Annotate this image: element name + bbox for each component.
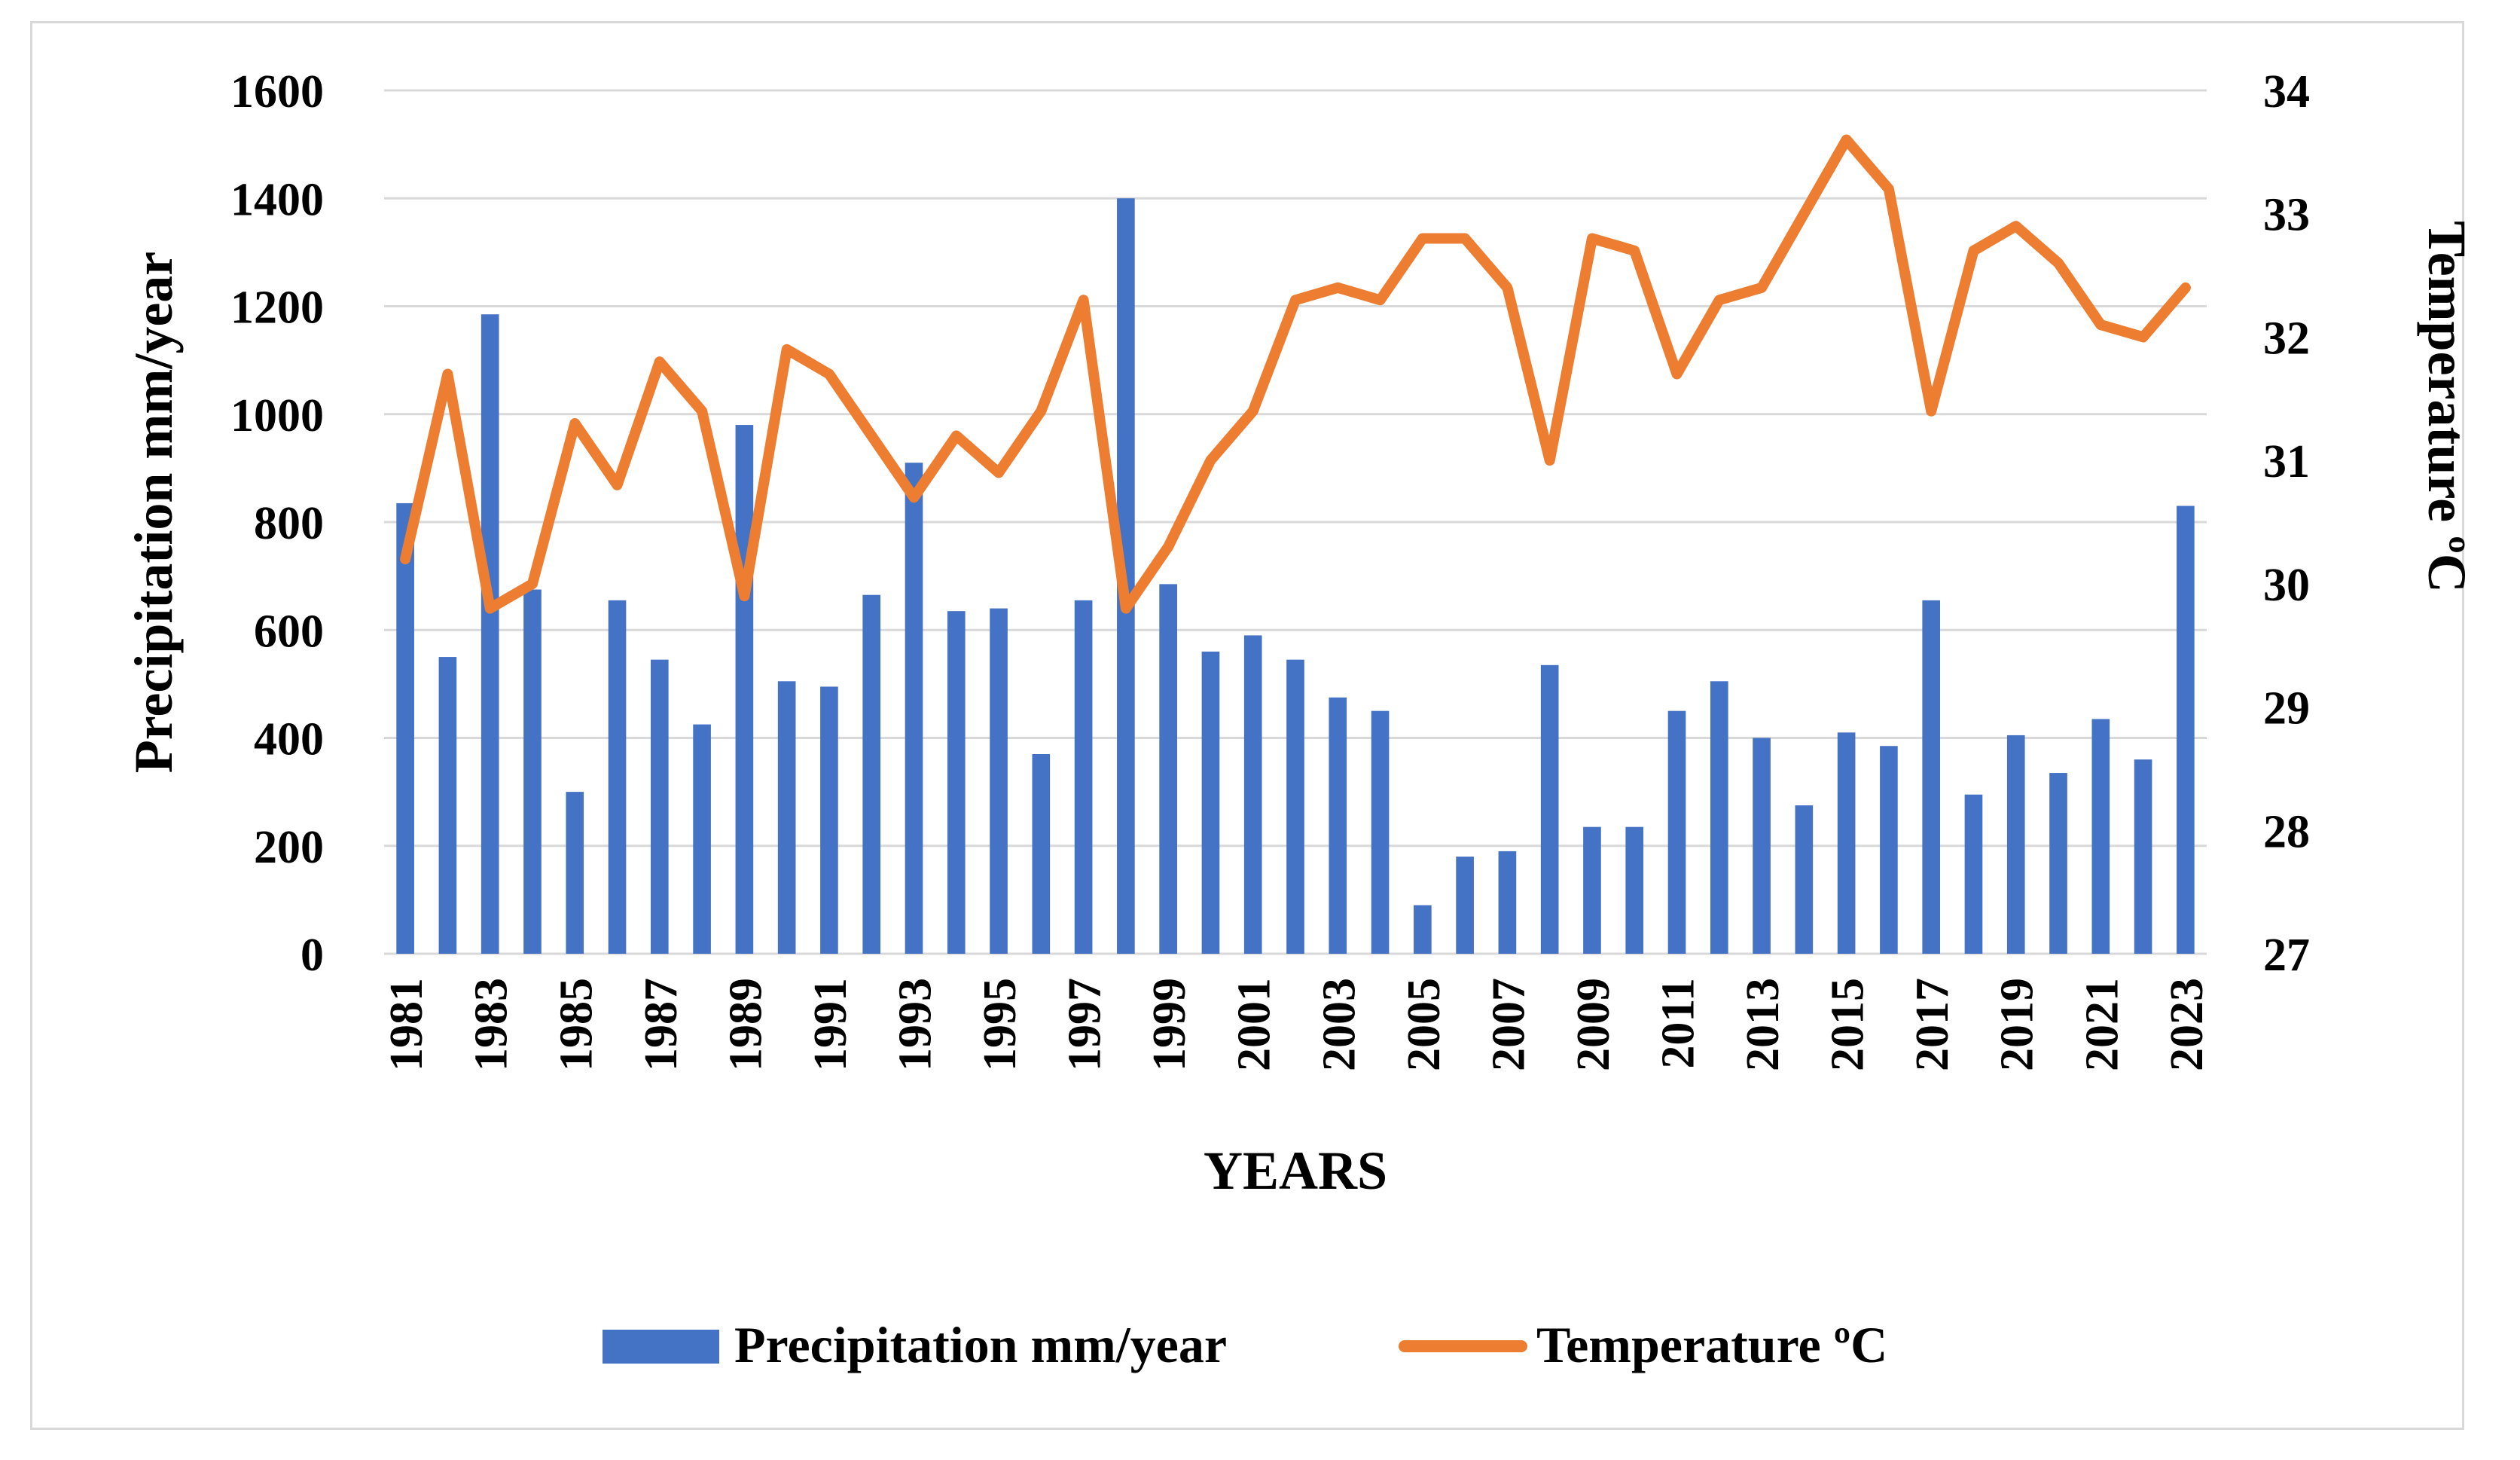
- bar: [1498, 851, 1517, 954]
- bar: [947, 611, 966, 954]
- x-tick-label: 2007: [1483, 978, 1534, 1071]
- bar: [735, 425, 754, 954]
- x-tick-label: 1981: [381, 978, 432, 1071]
- temperature-line: [400, 134, 2191, 614]
- gridlines: [384, 89, 2207, 955]
- bar: [438, 657, 457, 954]
- bar: [1625, 826, 1644, 954]
- bar: [1710, 681, 1728, 954]
- bar: [1456, 857, 1474, 954]
- bar: [990, 608, 1008, 954]
- x-tick-label: 1985: [551, 978, 602, 1071]
- left-tick-label: 1000: [230, 390, 324, 441]
- x-tick-label: 1997: [1060, 978, 1111, 1071]
- bar: [396, 502, 414, 954]
- legend: Precipitation mm/year Temperature ºC: [603, 1316, 1887, 1373]
- x-tick-label: 2011: [1653, 978, 1704, 1069]
- right-tick-label: 33: [2263, 190, 2310, 241]
- x-tick-label: 1987: [636, 978, 687, 1071]
- bar: [1667, 710, 1686, 954]
- bar: [2177, 506, 2195, 954]
- x-tick-label: 2013: [1737, 978, 1789, 1071]
- bar: [2091, 719, 2110, 954]
- right-axis-title: Temperature ºC: [2417, 221, 2477, 593]
- x-tick-label: 1983: [466, 978, 517, 1071]
- bar: [1880, 746, 1898, 954]
- left-tick-label: 800: [254, 498, 324, 549]
- bar: [2049, 773, 2067, 954]
- bar: [905, 463, 923, 954]
- x-tick-label: 2001: [1229, 978, 1280, 1071]
- left-tick-label: 0: [301, 930, 324, 981]
- bar: [693, 724, 711, 954]
- left-tick-label: 600: [254, 606, 324, 657]
- line-series-temperature: [400, 134, 2191, 614]
- bar: [1032, 753, 1051, 954]
- x-tick-label: 2021: [2076, 978, 2128, 1071]
- bar: [523, 589, 542, 954]
- bar: [1837, 732, 1856, 954]
- legend-label-precipitation: Precipitation mm/year: [734, 1316, 1227, 1373]
- bar: [1583, 826, 1601, 954]
- x-tick-label: 1999: [1144, 978, 1195, 1071]
- legend-swatch-precipitation: [603, 1330, 719, 1364]
- left-axis-ticks: 0 200 400 600 800 1000 1200 1400 1600: [230, 66, 324, 981]
- left-tick-label: 200: [254, 822, 324, 873]
- bar: [1922, 600, 1941, 954]
- x-tick-label: 1991: [805, 978, 856, 1071]
- bar: [1243, 635, 1262, 954]
- x-tick-label: 2005: [1399, 978, 1450, 1071]
- left-axis-title: Precipitation mm/year: [124, 252, 184, 773]
- bar: [650, 659, 669, 954]
- bar: [1286, 659, 1304, 954]
- bar: [481, 314, 499, 954]
- x-tick-label: 2023: [2162, 978, 2213, 1071]
- right-tick-label: 27: [2263, 930, 2310, 981]
- bar: [1074, 600, 1093, 954]
- x-tick-label: 2019: [1992, 978, 2043, 1071]
- right-tick-label: 31: [2263, 436, 2310, 487]
- bar: [1371, 710, 1390, 954]
- right-axis-ticks: 27 28 29 30 31 32 33 34: [2263, 66, 2310, 981]
- bar: [820, 686, 838, 954]
- x-tick-label: 1989: [720, 978, 771, 1071]
- left-tick-label: 1400: [230, 174, 324, 225]
- x-tick-label: 2015: [1823, 978, 1874, 1071]
- bar: [1414, 905, 1432, 954]
- right-tick-label: 34: [2263, 66, 2310, 118]
- x-axis-title: YEARS: [1204, 1141, 1387, 1201]
- left-tick-label: 400: [254, 714, 324, 765]
- x-tick-label: 1993: [889, 978, 941, 1071]
- right-tick-label: 32: [2263, 313, 2310, 364]
- bar: [608, 600, 627, 954]
- x-tick-label: 2009: [1568, 978, 1619, 1071]
- bar: [1201, 651, 1220, 954]
- bar: [1159, 584, 1177, 954]
- bar: [1964, 794, 1983, 954]
- right-tick-label: 30: [2263, 560, 2310, 611]
- left-tick-label: 1200: [230, 283, 324, 334]
- x-tick-label: 2017: [1907, 978, 1958, 1071]
- bar: [862, 594, 881, 954]
- bar: [566, 792, 584, 954]
- bar: [2006, 735, 2025, 954]
- right-tick-label: 29: [2263, 683, 2310, 735]
- bar: [1795, 805, 1814, 954]
- bar: [1329, 697, 1347, 954]
- bar: [1753, 738, 1771, 954]
- right-tick-label: 28: [2263, 806, 2310, 857]
- bar: [2134, 759, 2152, 954]
- bar: [777, 681, 796, 954]
- x-tick-label: 1995: [975, 978, 1026, 1071]
- left-tick-label: 1600: [230, 66, 324, 118]
- bar: [1540, 664, 1559, 954]
- x-axis-ticks: 1981 1983 1985 1987 1989 1991 1993 1995 1997 1999…: [381, 978, 2213, 1071]
- legend-label-temperature: Temperature ºC: [1536, 1316, 1887, 1373]
- x-tick-label: 2003: [1313, 978, 1365, 1071]
- bar-series-precipitation: [396, 198, 2195, 954]
